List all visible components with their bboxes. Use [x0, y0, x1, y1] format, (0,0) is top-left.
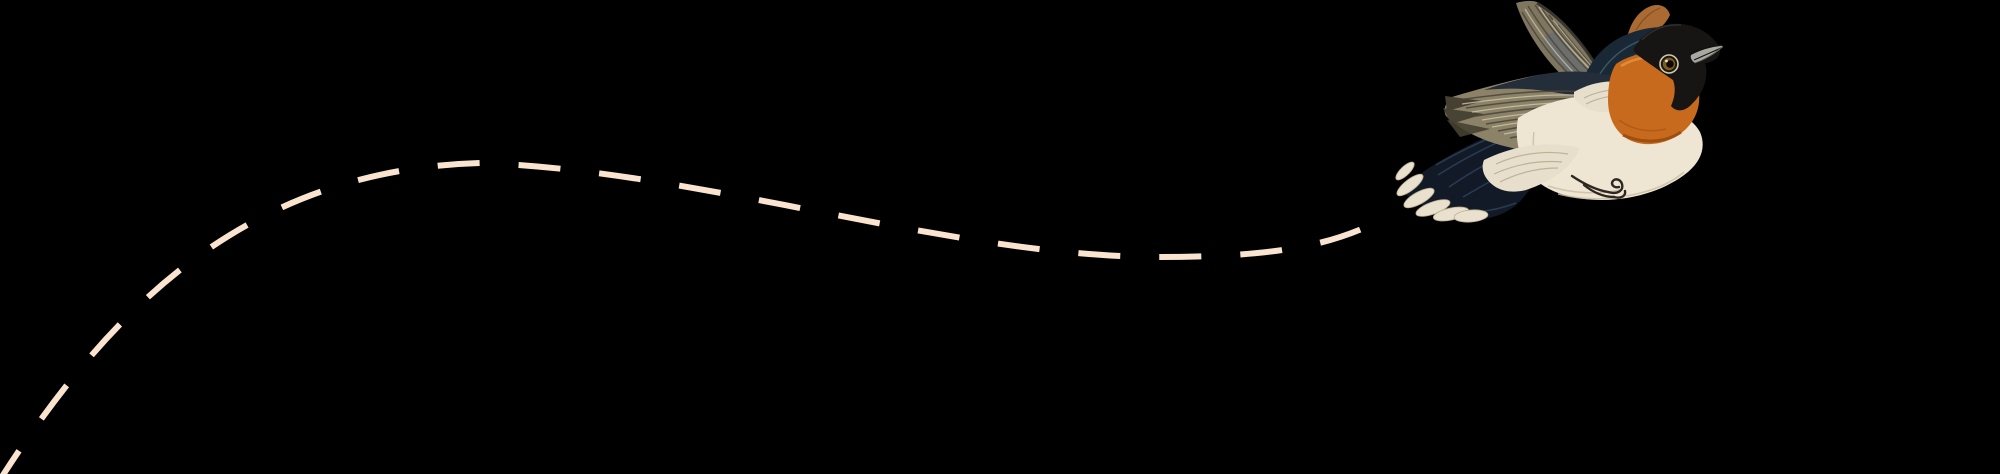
flight-trail-path — [0, 159, 1366, 474]
bird-illustration — [1395, 0, 1723, 223]
bird-eye-icon — [1659, 54, 1679, 74]
bird-beak-icon — [1689, 44, 1723, 64]
bird-feet-icon — [1570, 174, 1627, 199]
bird-undertail-icon — [1482, 144, 1580, 192]
